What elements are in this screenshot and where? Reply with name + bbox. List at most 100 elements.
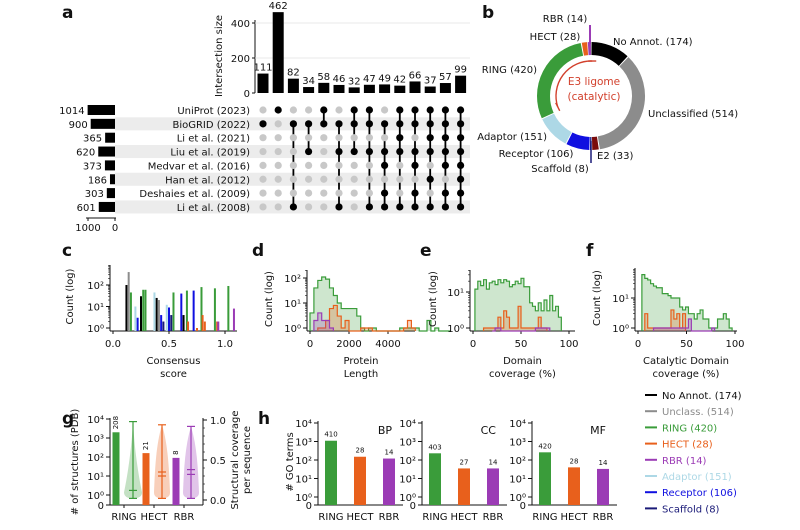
histogram-step-hect — [317, 304, 416, 332]
histogram-bar-receptor — [192, 290, 195, 331]
x-axis-label: Domain — [503, 356, 542, 367]
set-size-label: 601 — [77, 203, 96, 214]
y-tick-label: 10¹ — [284, 299, 301, 310]
membership-dot-empty — [335, 175, 343, 183]
set-size-label: 1014 — [59, 106, 84, 117]
bar-value-label: 410 — [324, 431, 337, 439]
membership-dot-empty — [289, 147, 297, 156]
membership-dot-filled — [305, 120, 313, 128]
subplot-title: CC — [481, 424, 497, 437]
histogram-bar-scaffold — [162, 321, 165, 331]
legend-label: RBR (14) — [662, 456, 707, 467]
go-bar-hect — [458, 468, 470, 505]
intersection-bar — [363, 84, 375, 93]
membership-dot-filled — [457, 134, 465, 142]
intersection-bar — [257, 73, 269, 93]
set-size-bar — [98, 146, 115, 157]
x-tick-label: RING — [111, 512, 136, 523]
histogram-bar-no_annot — [140, 296, 142, 331]
y-tick-label: 10³ — [509, 438, 526, 449]
intersection-value-label: 37 — [424, 76, 437, 87]
donut-segment-adaptor — [542, 113, 572, 144]
donut-label: RBR (14) — [543, 14, 588, 25]
membership-dot-filled — [365, 203, 373, 211]
y-tick-label: 10⁰ — [295, 493, 312, 504]
bar-value-label: 14 — [489, 458, 498, 466]
membership-dot-empty — [274, 134, 282, 142]
y-axis-label: # of structures (PDB) — [70, 409, 81, 516]
right-y-tick-label: 0.0 — [210, 496, 226, 507]
membership-dot-filled — [411, 147, 419, 156]
membership-dot-empty — [396, 175, 404, 183]
e3-bracket-end — [555, 102, 561, 112]
membership-dot-filled — [335, 120, 343, 128]
e3-subtitle: (catalytic) — [568, 91, 621, 103]
x-tick-label: 50 — [680, 339, 693, 350]
y-tick-label: 0 — [306, 501, 312, 512]
donut-label: No Annot. (174) — [613, 37, 693, 48]
x-tick-label: RBR — [593, 512, 614, 523]
membership-dot-empty — [305, 203, 313, 211]
membership-dot-empty — [320, 161, 328, 169]
membership-dot-empty — [381, 106, 389, 114]
bar-value-label: 28 — [570, 457, 579, 465]
set-name-label: Deshaies et al. (2009) — [139, 189, 250, 200]
membership-dot-empty — [411, 175, 419, 183]
histogram-bar-receptor — [136, 317, 139, 331]
membership-dot-empty — [426, 189, 434, 197]
membership-dot-empty — [289, 189, 297, 197]
go-bar-hect — [354, 456, 366, 505]
membership-dot-empty — [335, 161, 343, 169]
panel-label-d: d — [252, 241, 264, 261]
y-tick-label: 10⁰ — [509, 493, 526, 504]
membership-dot-empty — [274, 175, 282, 183]
bar-value-label: 27 — [460, 458, 469, 466]
x-tick-label: 0.5 — [161, 339, 177, 350]
membership-dot-empty — [381, 175, 389, 183]
membership-dot-filled — [381, 189, 389, 197]
y-tick-label: 10⁰ — [612, 324, 629, 335]
panel-label-b: b — [482, 3, 494, 23]
histogram-step-rbr — [492, 327, 551, 332]
membership-dot-filled — [396, 106, 404, 114]
go-bar-ring — [429, 453, 441, 505]
histogram-bar-adaptor — [134, 306, 137, 331]
set-size-label: 373 — [83, 161, 102, 172]
membership-dot-filled — [411, 189, 419, 197]
membership-dot-filled — [426, 134, 434, 142]
histogram-bar-unclassified — [127, 272, 130, 331]
membership-dot-filled — [305, 147, 313, 156]
y-tick-label: 10¹ — [509, 475, 526, 486]
y-axis-label: Count (log) — [65, 268, 76, 324]
legend-label: RING (420) — [662, 423, 717, 434]
legend-label: Unclass. (514) — [662, 407, 734, 418]
membership-dot-empty — [259, 175, 267, 183]
membership-dot-empty — [381, 134, 389, 142]
subplot-title: BP — [378, 424, 393, 437]
membership-dot-filled — [289, 203, 297, 211]
membership-dot-empty — [259, 161, 267, 169]
right-y-axis-label: per sequence — [242, 426, 253, 494]
y-axis-label: # GO terms — [285, 432, 296, 491]
histogram-step-ring — [641, 274, 733, 331]
set-name-label: Li et al. (2008) — [177, 203, 250, 214]
membership-dot-empty — [289, 134, 297, 142]
intersection-bar — [424, 86, 436, 93]
membership-dot-filled — [441, 134, 449, 142]
donut-segment-ring — [537, 43, 584, 119]
intersection-bar — [287, 78, 299, 93]
membership-dot-empty — [320, 175, 328, 183]
x-tick-label: 4000 — [375, 339, 400, 350]
x-tick-label: 0 — [470, 339, 476, 350]
x-tick-label: HECT — [451, 512, 479, 523]
histogram-bar-ring — [227, 285, 230, 331]
x-tick-label: 0 — [635, 339, 641, 350]
membership-dot-empty — [396, 161, 404, 169]
go-bar-ring — [325, 440, 337, 505]
set-name-label: Li et al. (2021) — [177, 134, 250, 145]
membership-dot-filled — [457, 189, 465, 197]
set-size-bar — [90, 118, 115, 129]
legend-label: No Annot. (174) — [662, 391, 742, 402]
membership-dot-empty — [289, 106, 297, 114]
